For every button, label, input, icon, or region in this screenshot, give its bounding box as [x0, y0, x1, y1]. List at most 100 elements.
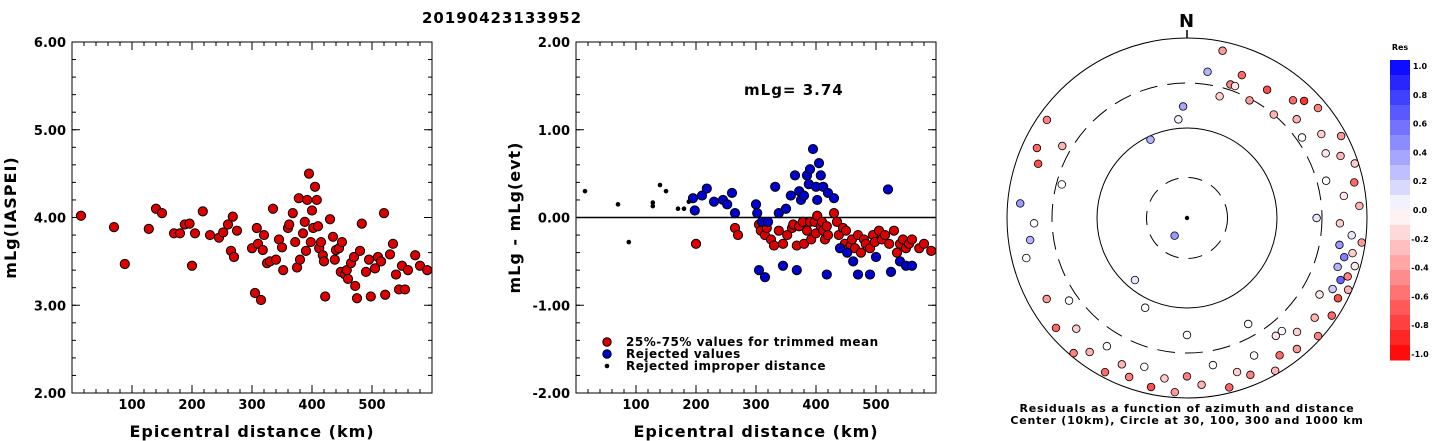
data-point: [840, 225, 852, 236]
residual-point: [1218, 46, 1227, 55]
residual-point: [1102, 342, 1112, 351]
data-point: [227, 211, 238, 222]
residual-point: [1246, 370, 1255, 380]
residual-point: [1140, 303, 1150, 312]
data-point: [320, 291, 331, 302]
colorbar-swatch: [1390, 225, 1410, 241]
y-tick-label: 2.00: [34, 387, 66, 402]
data-point: [257, 244, 268, 256]
plot-frame: [71, 41, 433, 394]
residual-point: [1022, 253, 1031, 263]
data-point: [189, 228, 201, 239]
colorbar-tick-label: -0.4: [1411, 264, 1429, 273]
residual-point: [1069, 348, 1078, 358]
residual-point: [1225, 383, 1234, 392]
mean-annotation: mLg= 3.74: [744, 81, 844, 99]
data-point: [752, 208, 763, 219]
data-point: [305, 236, 316, 248]
residual-point: [1348, 248, 1357, 258]
colorbar-tick-label: 0.0: [1413, 206, 1428, 215]
colorbar-swatch: [1390, 270, 1410, 286]
data-point: [375, 256, 387, 267]
residual-point: [1146, 135, 1155, 144]
data-point: [270, 254, 282, 265]
legend-label: Rejected improper distance: [626, 359, 826, 373]
residual-point: [1130, 275, 1140, 285]
residual-point: [1025, 235, 1035, 245]
colorbar-tick-label: 0.2: [1413, 177, 1427, 186]
data-point: [378, 208, 390, 219]
data-point: [762, 216, 774, 227]
residual-point: [1321, 176, 1331, 185]
data-point: [174, 228, 186, 239]
residual-point: [1313, 103, 1323, 113]
legend-marker: [602, 349, 612, 359]
data-point: [251, 222, 262, 234]
residual-point: [1042, 294, 1051, 304]
data-point: [315, 236, 327, 248]
data-point: [293, 193, 304, 204]
caption-line: Residuals as a function of azimuth and d…: [1019, 402, 1354, 415]
y-tick-label: 0.00: [538, 212, 570, 227]
x-tick-label: 300: [742, 398, 769, 413]
data-point: [686, 199, 692, 205]
data-point: [402, 265, 414, 276]
data-point: [278, 265, 289, 276]
data-point: [410, 250, 421, 261]
data-point: [770, 181, 781, 192]
data-point: [299, 216, 310, 227]
data-point: [888, 225, 900, 236]
data-point: [729, 208, 741, 219]
x-tick-label: 300: [238, 398, 265, 413]
colorbar-tick-label: -1.0: [1411, 350, 1429, 359]
colorbar-swatch: [1390, 165, 1410, 181]
x-axis-label: Epicentral distance (km): [129, 422, 374, 441]
data-point: [782, 229, 793, 241]
residual-point: [1317, 129, 1326, 139]
residual-point: [1275, 351, 1284, 360]
data-point: [342, 273, 354, 285]
data-point: [204, 229, 216, 241]
residual-point: [1016, 199, 1025, 208]
data-point: [804, 164, 816, 175]
data-point: [336, 236, 348, 248]
y-tick-label: 4.00: [34, 212, 66, 227]
data-point: [798, 190, 810, 201]
y-tick-label: 2.00: [538, 36, 570, 51]
residual-point: [1297, 133, 1307, 142]
data-point: [777, 260, 789, 271]
data-point: [290, 236, 301, 248]
colorbar-swatch: [1390, 210, 1410, 226]
y-tick-label: 6.00: [34, 36, 66, 51]
residual-point: [1336, 275, 1345, 285]
data-point: [363, 254, 375, 265]
data-point: [302, 194, 313, 206]
data-point: [276, 242, 288, 253]
residual-point: [1072, 324, 1081, 333]
colorbar-tick-label: -0.8: [1411, 321, 1429, 330]
data-point: [399, 284, 411, 295]
residual-point: [1051, 323, 1061, 333]
colorbar-title: Res: [1392, 43, 1409, 52]
residual-point: [1339, 252, 1349, 262]
x-tick-label: 500: [862, 398, 889, 413]
data-point: [231, 225, 243, 236]
residual-point: [1245, 96, 1254, 105]
center-point: [1184, 215, 1190, 221]
residual-point: [1182, 372, 1192, 381]
x-axis-label: Epicentral distance (km): [633, 422, 878, 441]
residual-point: [1029, 219, 1039, 228]
residual-point: [1299, 96, 1309, 106]
colorbar-swatch: [1390, 195, 1410, 211]
residual-point: [1249, 351, 1259, 360]
residual-point: [1312, 213, 1321, 223]
colorbar-tick-label: 0.4: [1413, 148, 1428, 157]
data-point: [828, 193, 840, 204]
residual-point: [1335, 219, 1345, 228]
residual-point: [1085, 347, 1094, 357]
residual-point: [1117, 360, 1127, 369]
data-point: [798, 238, 810, 249]
data-point: [156, 208, 168, 219]
data-point: [324, 214, 336, 225]
residual-point: [1270, 366, 1280, 375]
